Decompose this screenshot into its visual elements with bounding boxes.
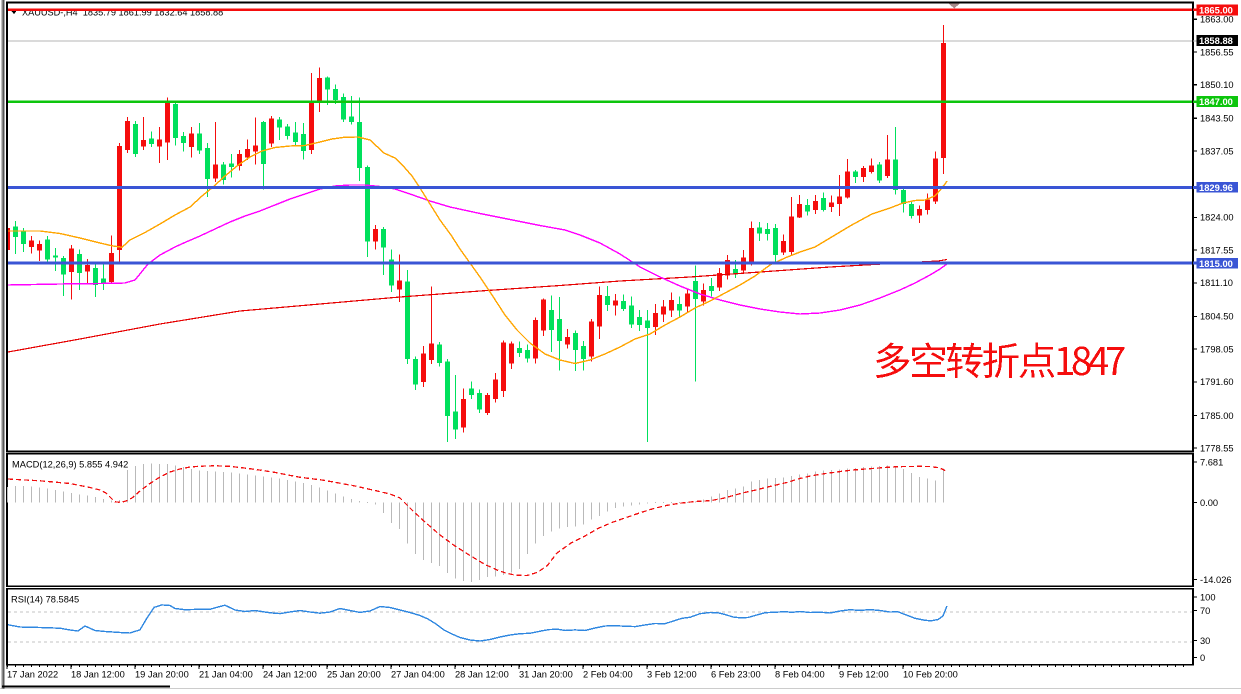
svg-text:1815.00: 1815.00: [1199, 258, 1233, 269]
svg-text:31 Jan 20:00: 31 Jan 20:00: [519, 670, 573, 680]
svg-text:1858.88: 1858.88: [1199, 35, 1233, 46]
svg-text:28 Jan 12:00: 28 Jan 12:00: [455, 670, 509, 680]
svg-text:9 Feb 12:00: 9 Feb 12:00: [839, 670, 889, 680]
svg-text:0: 0: [1200, 653, 1205, 663]
svg-text:1817.55: 1817.55: [1200, 245, 1234, 255]
svg-text:1847.00: 1847.00: [1199, 96, 1233, 107]
svg-text:8 Feb 04:00: 8 Feb 04:00: [775, 670, 825, 680]
svg-text:-14.026: -14.026: [1200, 575, 1232, 585]
svg-text:1811.10: 1811.10: [1200, 278, 1233, 288]
svg-text:10 Feb 20:00: 10 Feb 20:00: [903, 670, 958, 680]
svg-text:25 Jan 20:00: 25 Jan 20:00: [327, 670, 381, 680]
svg-text:2 Feb 04:00: 2 Feb 04:00: [583, 670, 633, 680]
svg-text:30: 30: [1200, 636, 1210, 646]
svg-text:1791.60: 1791.60: [1200, 377, 1234, 387]
svg-text:1829.96: 1829.96: [1199, 182, 1233, 193]
svg-text:1804.50: 1804.50: [1200, 312, 1234, 322]
svg-text:XAUUSD-,H4 1835.79 1861.99 18: XAUUSD-,H4 1835.79 1861.99 1832.64 1858.…: [22, 7, 223, 17]
svg-text:21 Jan 04:00: 21 Jan 04:00: [199, 670, 253, 680]
svg-text:27 Jan 04:00: 27 Jan 04:00: [391, 670, 445, 680]
svg-text:1863.00: 1863.00: [1200, 15, 1234, 25]
svg-text:MACD(12,26,9) 5.855 4.942: MACD(12,26,9) 5.855 4.942: [12, 460, 128, 470]
svg-text:1785.00: 1785.00: [1200, 411, 1234, 421]
svg-text:70: 70: [1200, 606, 1210, 616]
svg-text:1837.05: 1837.05: [1200, 146, 1234, 156]
svg-text:100: 100: [1200, 592, 1216, 602]
svg-text:0.00: 0.00: [1200, 498, 1218, 508]
svg-text:1778.55: 1778.55: [1200, 444, 1234, 454]
svg-text:1865.00: 1865.00: [1199, 5, 1233, 16]
svg-text:7.681: 7.681: [1200, 457, 1223, 467]
svg-text:1824.00: 1824.00: [1200, 213, 1234, 223]
svg-text:19 Jan 20:00: 19 Jan 20:00: [135, 670, 189, 680]
svg-text:24 Jan 12:00: 24 Jan 12:00: [263, 670, 317, 680]
svg-text:1798.05: 1798.05: [1200, 345, 1234, 355]
svg-text:3 Feb 12:00: 3 Feb 12:00: [647, 670, 697, 680]
svg-text:6 Feb 23:00: 6 Feb 23:00: [711, 670, 761, 680]
svg-text:1843.50: 1843.50: [1200, 114, 1234, 124]
svg-text:18 Jan 12:00: 18 Jan 12:00: [71, 670, 125, 680]
svg-text:1850.10: 1850.10: [1200, 80, 1234, 90]
svg-text:17 Jan 2022: 17 Jan 2022: [7, 670, 58, 680]
svg-text:1856.55: 1856.55: [1200, 47, 1234, 57]
svg-text:RSI(14) 78.5845: RSI(14) 78.5845: [11, 595, 79, 605]
